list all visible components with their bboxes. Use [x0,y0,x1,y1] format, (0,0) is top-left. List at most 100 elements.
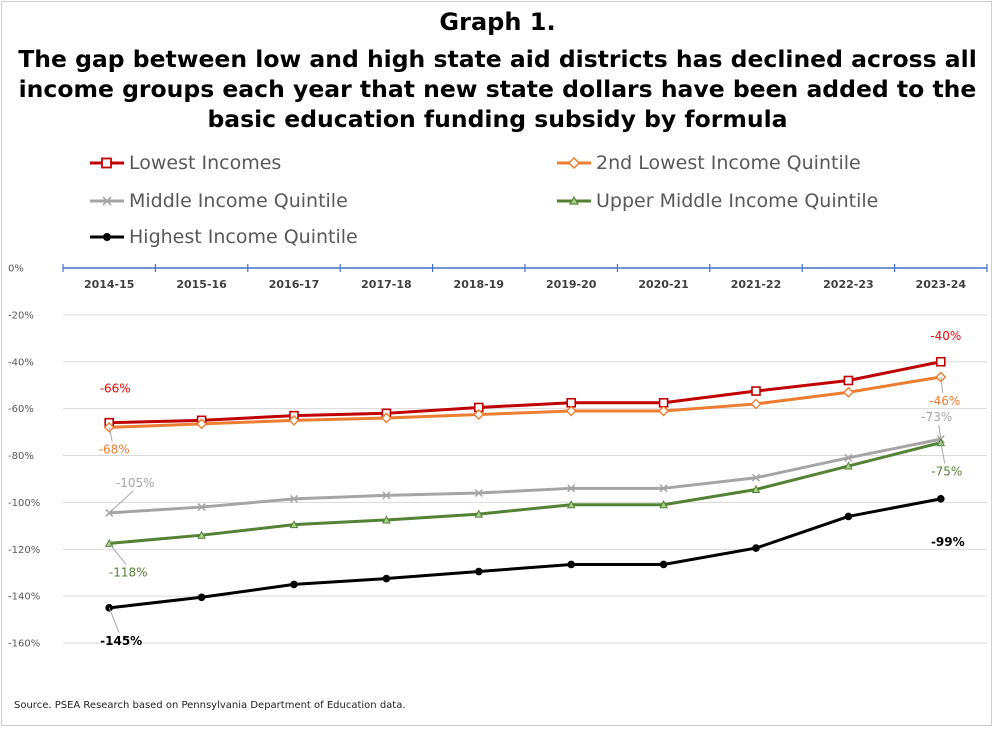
point-2nd-lowest [473,408,485,420]
legend-label-upper-middle: Upper Middle Income Quintile [596,190,879,212]
data-label-lowest-incomes: -40% [930,329,961,343]
legend-swatch-lowest-incomes [90,157,124,169]
point-highest [382,574,391,583]
point-upper-middle [844,461,853,470]
leader-line [938,425,942,440]
point-middle [567,484,576,493]
point-lowest-incomes [843,375,854,386]
point-lowest-incomes [751,386,761,396]
data-label-2nd-lowest: -68% [99,442,130,456]
legend-swatch-2nd-lowest [557,156,591,170]
y-tick-label: -60% [8,404,34,415]
leader-line [108,490,134,514]
series-line-highest [109,497,942,610]
leader-line [940,442,946,464]
data-label-middle: -73% [921,410,952,424]
y-tick-label: -140% [8,592,40,603]
data-label-upper-middle: -118% [109,565,148,579]
point-upper-middle [936,438,946,447]
subtitle-line-2: income groups each year that new state d… [18,75,977,103]
x-tick-label: 2022-23 [823,278,874,291]
point-middle [844,453,853,462]
data-label-upper-middle: -75% [931,465,962,479]
leader-line [108,427,113,442]
x-tick-label: 2021-22 [731,278,782,291]
y-tick-label: -160% [8,639,40,650]
leader-line [108,543,127,565]
y-tick-label: -40% [8,357,34,368]
leader-line [108,607,120,634]
point-2nd-lowest [842,386,854,398]
point-middle [474,488,483,498]
data-label-lowest-incomes: -66% [100,382,131,396]
data-label-highest: -145% [100,634,142,648]
point-upper-middle [197,530,206,539]
legend-item-middle: Middle Income Quintile [88,190,348,212]
point-upper-middle [382,515,391,524]
series-line-2nd-lowest [109,375,942,429]
x-tick-label: 2014-15 [84,278,135,291]
x-tick-label: 2023-24 [916,278,967,291]
point-upper-middle [289,520,299,529]
subtitle-line-3: basic education funding subsidy by formu… [207,105,788,133]
x-tick-label: 2016-17 [269,278,320,291]
point-upper-middle [474,509,484,518]
data-label-2nd-lowest: -46% [929,394,960,408]
legend-swatch-highest [90,233,124,241]
leader-line [940,376,944,394]
chart-title: Graph 1. [439,8,556,36]
x-tick-label: 2015-16 [176,278,227,291]
point-highest [937,495,945,503]
point-highest [659,560,668,569]
legend-item-lowest-incomes: Lowest Incomes [88,152,281,174]
x-tick-label: 2018-19 [454,278,505,291]
legend-item-highest: Highest Income Quintile [88,226,358,248]
point-highest [844,512,853,521]
legend-label-lowest-incomes: Lowest Incomes [129,152,282,174]
point-highest [567,560,575,569]
chart-subtitle: The gap between low and high state aid d… [0,44,995,134]
series-line-upper-middle [109,441,942,545]
point-2nd-lowest [288,414,300,426]
legend-item-2nd-lowest: 2nd Lowest Income Quintile [555,152,861,174]
point-middle [382,491,391,500]
point-upper-middle [566,500,576,509]
point-highest [197,593,206,602]
x-tick-label: 2020-21 [638,278,689,291]
point-2nd-lowest [565,405,577,417]
legend-label-middle: Middle Income Quintile [129,190,348,212]
point-2nd-lowest [196,418,208,430]
data-label-highest: -99% [931,535,965,549]
series-line-middle [109,437,942,515]
point-2nd-lowest [658,405,670,417]
point-middle [289,494,299,503]
point-middle [659,484,668,493]
point-highest [475,567,483,576]
point-highest [752,544,760,552]
legend-item-upper-middle: Upper Middle Income Quintile [555,190,878,212]
x-tick-label: 2017-18 [361,278,412,291]
point-lowest-incomes [935,356,946,367]
legend-swatch-middle [90,196,124,206]
y-tick-label: -80% [8,451,34,462]
point-2nd-lowest [750,398,762,410]
y-tick-label: 0% [8,264,24,275]
x-tick-label: 2019-20 [546,278,597,291]
point-middle [197,503,206,512]
point-upper-middle [659,500,668,509]
subtitle-line-1: The gap between low and high state aid d… [18,45,977,73]
point-2nd-lowest [380,412,392,424]
point-2nd-lowest [935,371,947,383]
point-highest [290,580,298,589]
legend-label-2nd-lowest: 2nd Lowest Income Quintile [596,152,861,174]
point-middle [751,473,761,482]
data-label-middle: -105% [116,476,155,490]
legend-label-highest: Highest Income Quintile [129,226,358,248]
point-upper-middle [751,484,761,493]
y-tick-label: -20% [8,310,34,321]
legend-swatch-upper-middle [557,195,591,205]
y-tick-label: -120% [8,545,40,556]
source-note: Source. PSEA Research based on Pennsylva… [14,700,406,711]
